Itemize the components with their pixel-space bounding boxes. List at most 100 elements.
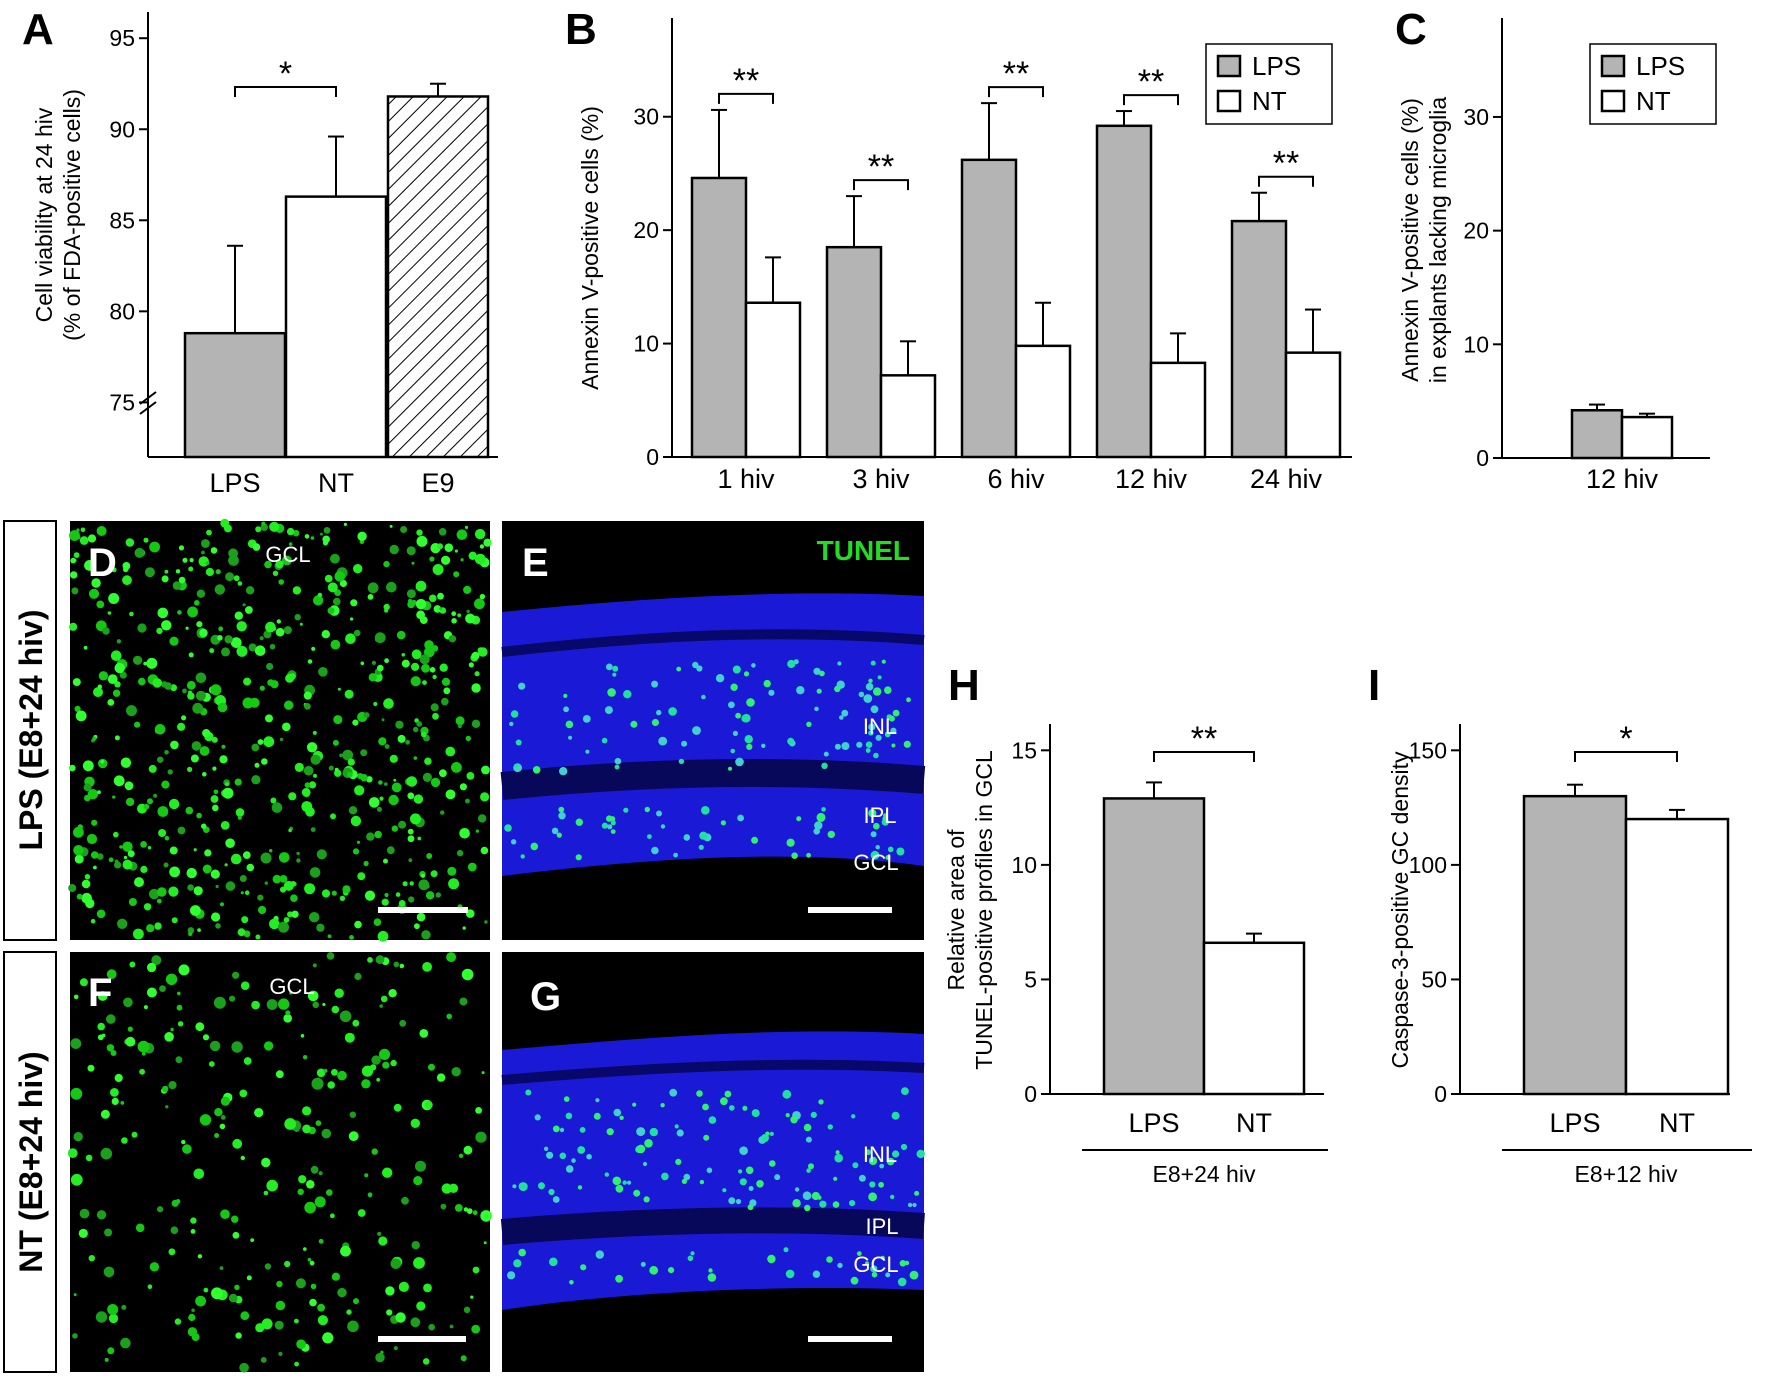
dots-d-dot [424,757,432,765]
dots-d-dot [454,549,458,553]
dots-d-dot [217,635,223,641]
dots-e-dot [520,854,525,859]
dots-e-dot [868,723,876,731]
dots-d-dot [286,527,295,536]
dots-d-dot [366,776,373,783]
dots-f-dot [354,972,362,981]
dots-g-dot [817,1195,822,1200]
dots-g-dot [615,1274,623,1283]
dots-e-dot [735,712,741,719]
chart-h-tunel-area: 0 5 10 15 Relative area of TUNEL-positive pro… [943,720,1328,1187]
dots-d-dot [73,552,80,558]
dots-d-dot [76,893,83,900]
micrograph-e-ipl [500,758,926,800]
dots-e-dot [885,855,891,860]
chart-a-x-label: E9 [421,468,454,498]
dots-d-dot [209,648,215,654]
dots-f-dot [165,1105,169,1109]
dots-d-dot [386,846,395,855]
dots-e-dot [814,706,819,712]
dots-d-dot [140,841,148,848]
dots-e-dot [887,846,894,853]
dots-d-dot [374,632,386,644]
dots-d-dot [289,673,296,680]
dots-d-dot [424,646,435,658]
dots-d-dot [465,798,470,804]
dots-d-dot [69,622,78,631]
dots-e-dot [658,736,668,746]
dots-d-dot [143,803,150,810]
dots-e-dot [609,816,616,822]
dots-f-dot [461,968,474,981]
dots-f-dot [352,1019,360,1027]
dots-d-dot [146,657,158,669]
micrograph-g-gcl-label: GCL [853,1252,898,1277]
chart-b-bar-lps [960,158,1018,459]
dots-f-dot [170,1226,179,1234]
dots-f-dot [195,1022,205,1032]
dots-e-dot [821,807,826,812]
dots-f-dot [131,1131,138,1138]
dots-d-dot [242,851,251,859]
dots-d-dot [426,853,433,859]
dots-f-dot [339,1010,352,1023]
dots-d-dot [407,792,415,800]
dots-d-dot [391,782,402,793]
dots-d-dot [474,553,486,565]
dots-d-dot [288,542,293,546]
dots-g-dot [827,1124,833,1130]
dots-d-dot [292,530,300,537]
dots-d-dot [364,890,376,901]
dots-d-dot [407,828,414,835]
dots-g-dot [586,1153,592,1160]
dots-d-dot [333,715,343,725]
dots-g-dot [559,1152,567,1160]
dots-d-dot [86,833,98,845]
dots-g-dot [739,1146,748,1155]
dots-d-dot [417,836,422,841]
chart-b-bar-nt [1284,351,1342,459]
dots-f-dot [375,955,385,964]
dots-d-dot [243,677,252,686]
dots-d-dot [337,687,341,691]
dots-d-dot [421,731,427,738]
dots-d-dot [350,617,354,621]
dots-d-dot [307,659,313,664]
dots-d-dot [437,543,443,550]
dots-d-dot [431,645,439,652]
dots-e-dot [699,831,708,840]
dots-g-dot [826,1256,833,1263]
dots-g-dot [708,1268,713,1273]
dots-e-dot [601,822,609,829]
dots-f-dot [323,1068,328,1073]
dots-e-dot [612,672,617,677]
dots-d-dot [114,735,120,741]
chart-h-y-tick-label: 15 [1011,737,1037,763]
dots-f-dot [451,1067,461,1077]
dots-d-dot [147,798,153,805]
dots-d-dot [72,678,81,687]
dots-d-dot [223,524,232,533]
dots-e-dot [518,682,526,690]
dots-d-dot [199,628,208,638]
dots-f-dot [289,991,293,995]
dots-e-dot [732,665,741,674]
dots-f-dot [110,1050,117,1056]
dots-d-dot [437,592,444,600]
dots-f-dot [422,1358,430,1365]
dots-d-dot [269,918,280,930]
dots-g-dot [627,1180,632,1185]
dots-g-dot [565,1112,573,1120]
dots-e-dot [605,663,613,671]
dots-f-dot [188,1313,196,1322]
dots-f-dot [367,957,373,963]
panel-label-c: C [1395,5,1427,54]
dots-d-dot [439,663,448,672]
dots-g-dot [868,1192,877,1202]
dots-d-dot [102,627,110,635]
dots-f-dot [337,1070,347,1081]
dots-d-dot [138,677,146,686]
dots-g-dot [891,1111,900,1120]
dots-f-dot [458,1153,464,1159]
dots-e-dot [813,667,821,675]
